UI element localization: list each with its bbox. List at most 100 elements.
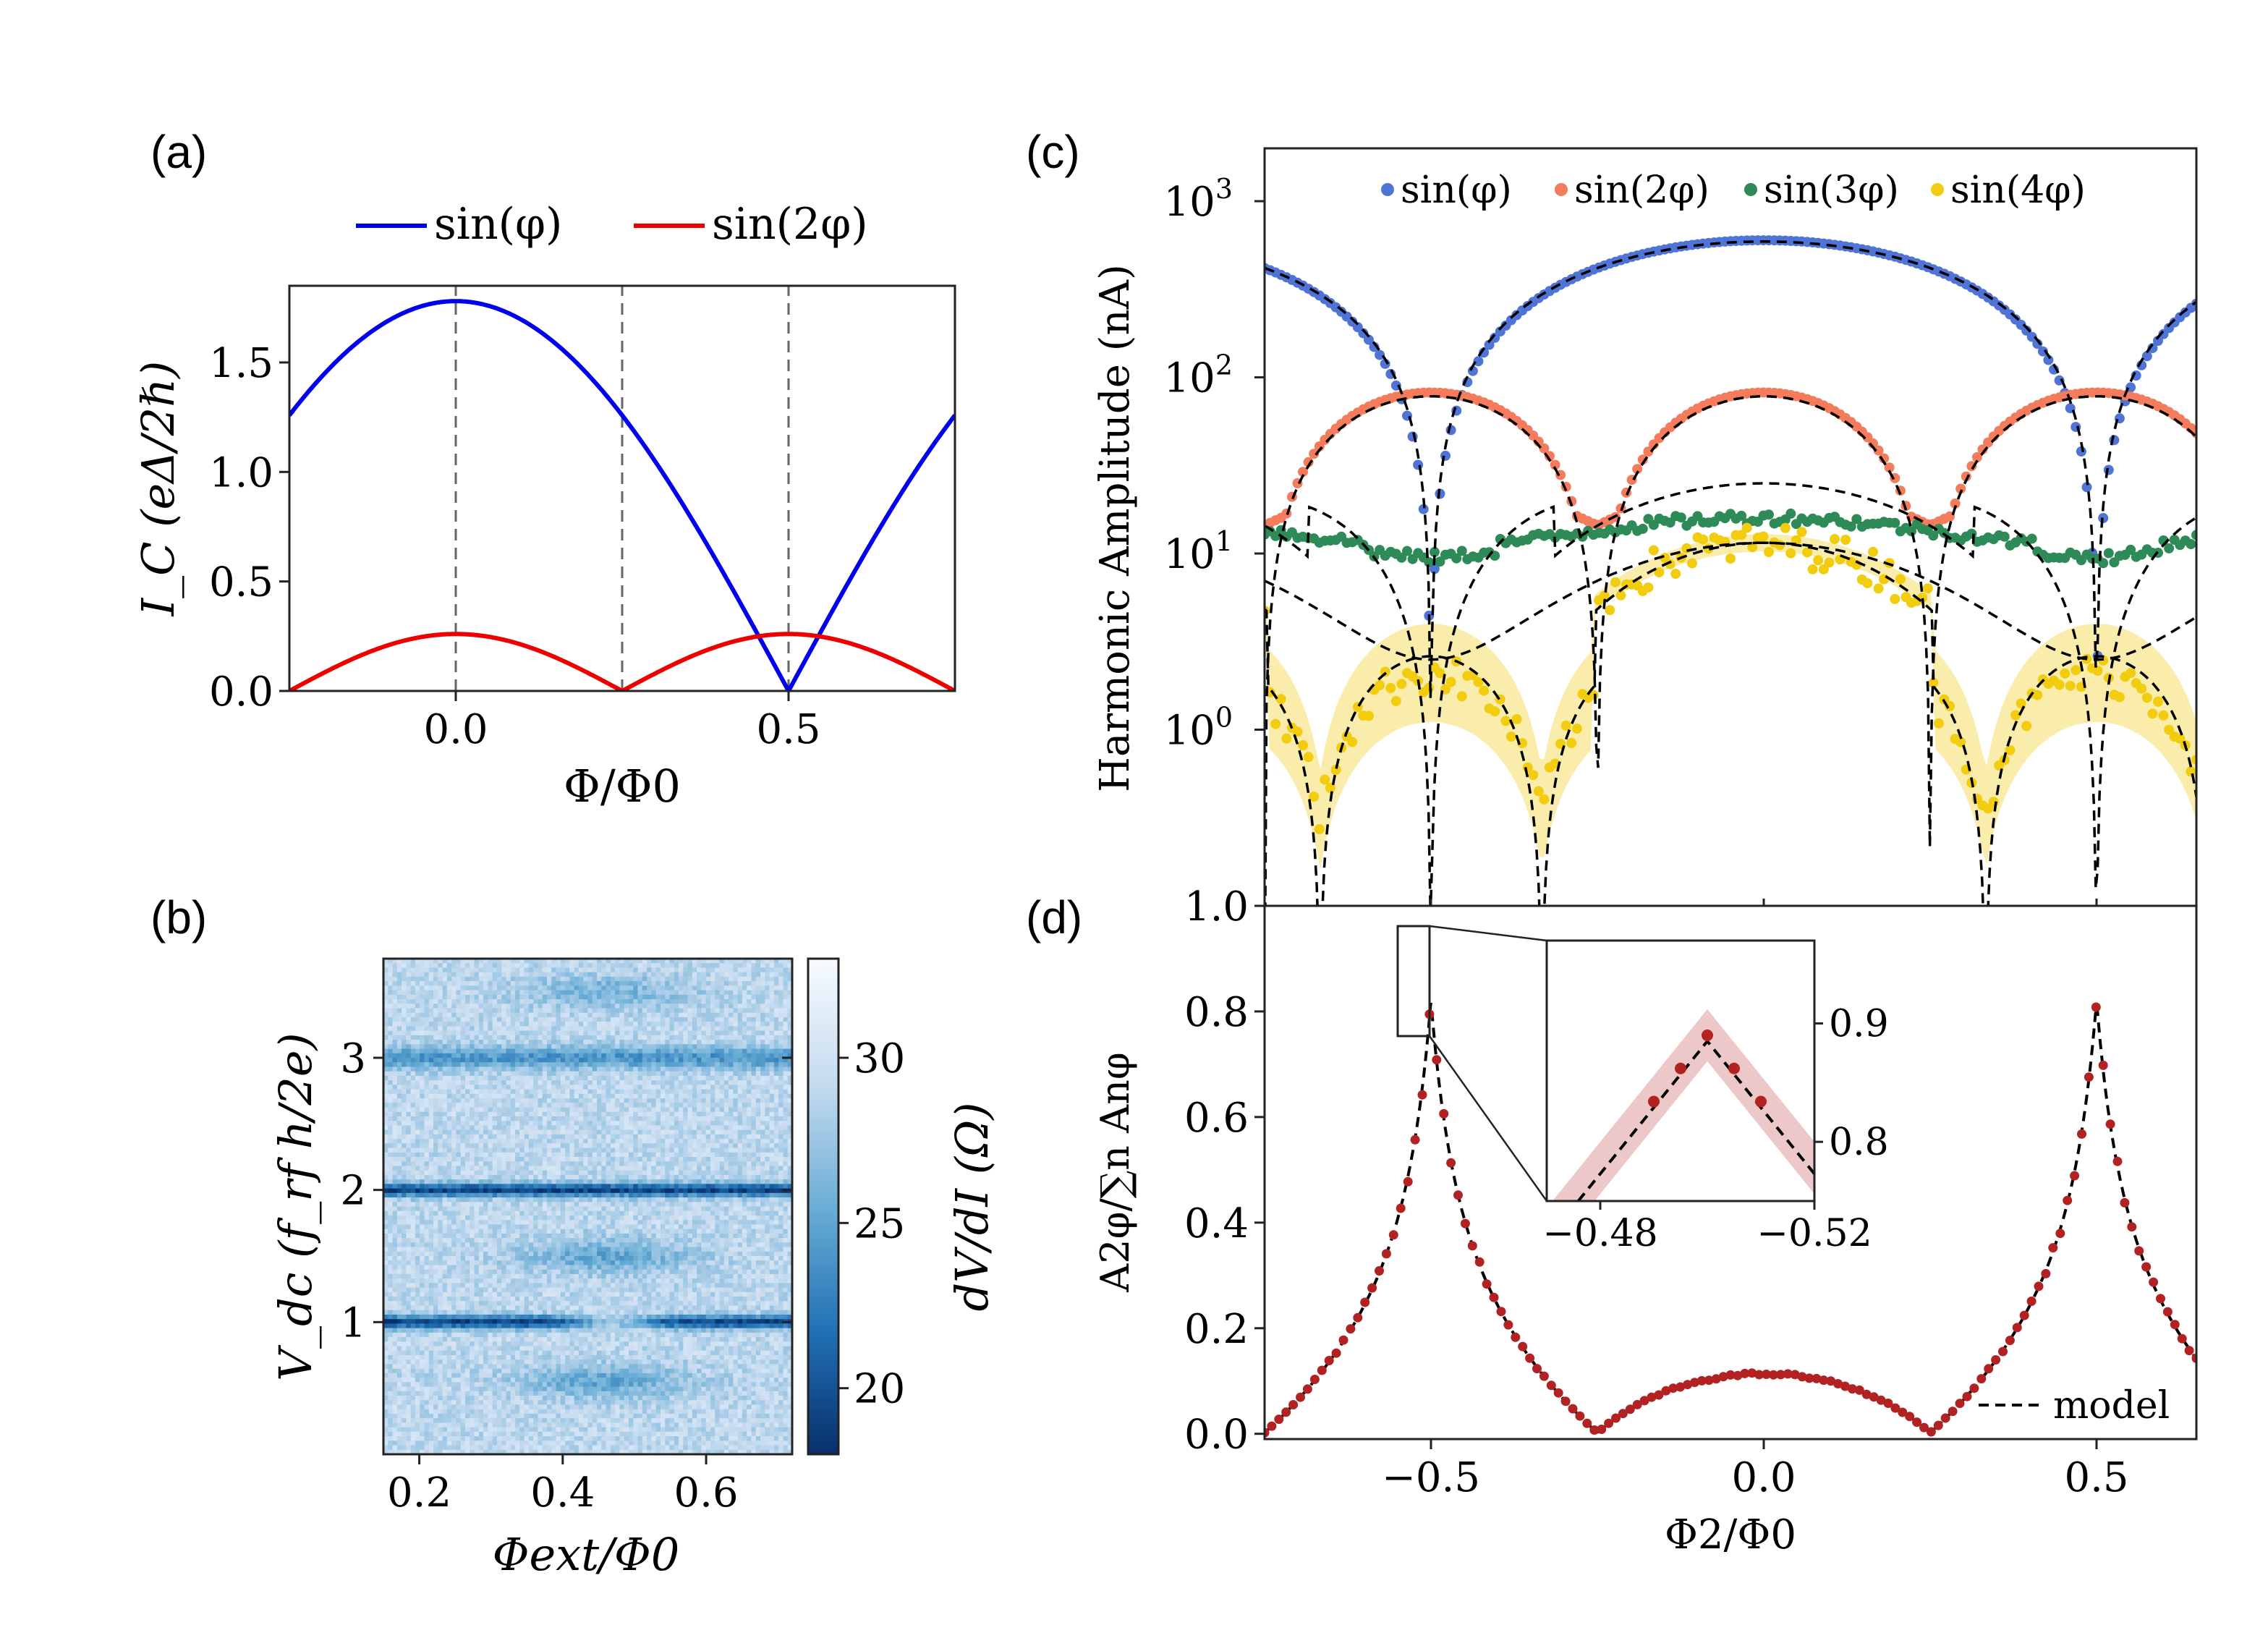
- heatmap-cell: [465, 1179, 470, 1184]
- heatmap-cell: [433, 963, 438, 969]
- heatmap-cell: [760, 1103, 765, 1108]
- heatmap-cell: [420, 1026, 425, 1032]
- heatmap-cell: [660, 1075, 666, 1081]
- heatmap-cell: [388, 1048, 394, 1054]
- heatmap-cell: [755, 1089, 761, 1095]
- heatmap-cell: [723, 1048, 729, 1054]
- heatmap-cell: [651, 1008, 657, 1014]
- heatmap-cell: [669, 1174, 675, 1180]
- heatmap-cell: [410, 1093, 416, 1099]
- heatmap-cell: [651, 1111, 657, 1117]
- heatmap-cell: [578, 1093, 584, 1099]
- heatmap-cell: [755, 1166, 761, 1171]
- heatmap-cell: [547, 994, 552, 1000]
- heatmap-cell: [533, 1147, 539, 1153]
- heatmap-cell: [560, 1129, 566, 1135]
- heatmap-cell: [402, 1035, 407, 1040]
- heatmap-cell: [496, 1179, 502, 1184]
- heatmap-cell: [765, 1103, 770, 1108]
- heatmap-cell: [560, 1157, 566, 1162]
- heatmap-cell: [773, 981, 779, 986]
- heatmap-cell: [729, 1134, 734, 1140]
- heatmap-cell: [778, 1116, 784, 1121]
- heatmap-cell: [538, 1170, 543, 1176]
- heatmap-cell: [710, 1129, 715, 1135]
- heatmap-cell: [769, 1008, 775, 1014]
- heatmap-cell: [665, 1017, 671, 1022]
- heatmap-cell: [665, 1066, 671, 1072]
- heatmap-cell: [478, 1066, 484, 1072]
- heatmap-cell: [415, 1080, 420, 1085]
- heatmap-cell: [669, 1053, 675, 1059]
- heatmap-cell: [410, 1170, 416, 1176]
- heatmap-cell: [755, 1111, 761, 1117]
- heatmap-cell: [483, 1179, 488, 1184]
- heatmap-cell: [547, 1129, 552, 1135]
- heatmap-cell: [510, 1134, 516, 1140]
- heatmap-cell: [402, 1075, 407, 1081]
- heatmap-cell: [542, 1071, 548, 1077]
- heatmap-cell: [446, 1192, 452, 1198]
- heatmap-cell: [501, 967, 507, 973]
- heatmap-cell: [697, 1129, 702, 1135]
- heatmap-cell: [410, 1103, 416, 1108]
- heatmap-cell: [651, 1053, 657, 1059]
- panel-a-label: (a): [150, 126, 207, 178]
- heatmap-cell: [446, 1134, 452, 1140]
- heatmap-cell: [538, 1075, 543, 1081]
- heatmap-cell: [501, 1134, 507, 1140]
- heatmap-cell: [396, 1103, 402, 1108]
- heatmap-cell: [446, 1080, 452, 1085]
- heatmap-cell: [751, 1017, 757, 1022]
- heatmap-cell: [560, 967, 566, 973]
- heatmap-cell: [665, 976, 671, 982]
- heatmap-cell: [679, 1048, 684, 1054]
- heatmap-cell: [715, 1053, 721, 1059]
- heatmap-cell: [674, 1089, 679, 1095]
- heatmap-cell: [551, 959, 557, 964]
- heatmap-cell: [674, 972, 679, 977]
- heatmap-cell: [629, 1116, 634, 1121]
- heatmap-cell: [701, 1192, 707, 1198]
- heatmap-cell: [510, 1085, 516, 1090]
- heatmap-cell: [606, 1192, 611, 1198]
- heatmap-cell: [533, 1157, 539, 1162]
- heatmap-cell: [474, 1157, 480, 1162]
- heatmap-cell: [692, 1053, 697, 1059]
- heatmap-cell: [388, 1030, 394, 1036]
- heatmap-cell: [515, 1184, 520, 1189]
- heatmap-cell: [683, 1116, 689, 1121]
- heatmap-cell: [723, 1121, 729, 1127]
- heatmap-cell: [415, 1075, 420, 1081]
- heatmap-cell: [542, 1058, 548, 1063]
- heatmap-cell: [769, 1058, 775, 1063]
- heatmap-cell: [451, 1174, 457, 1180]
- heatmap-cell: [402, 1085, 407, 1090]
- heatmap-cell: [679, 1170, 684, 1176]
- heatmap-cell: [692, 999, 697, 1004]
- heatmap-cell: [542, 1152, 548, 1158]
- heatmap-cell: [519, 1116, 525, 1121]
- heatmap-cell: [456, 1129, 462, 1135]
- heatmap-cell: [723, 1017, 729, 1022]
- heatmap-cell: [647, 1192, 652, 1198]
- heatmap-cell: [538, 985, 543, 991]
- heatmap-cell: [655, 1008, 661, 1014]
- heatmap-cell: [719, 1030, 725, 1036]
- heatmap-cell: [501, 1125, 507, 1131]
- heatmap-cell: [415, 1129, 420, 1135]
- heatmap-cell: [747, 1071, 752, 1077]
- heatmap-cell: [574, 1188, 579, 1194]
- heatmap-cell: [769, 1053, 775, 1059]
- heatmap-cell: [601, 1143, 607, 1149]
- heatmap-cell: [610, 1143, 616, 1149]
- heatmap-cell: [665, 1008, 671, 1014]
- heatmap-cell: [565, 1184, 570, 1189]
- heatmap-cell: [392, 1184, 398, 1189]
- heatmap-cell: [424, 1202, 430, 1208]
- heatmap-cell: [406, 967, 412, 973]
- heatmap-cell: [483, 1040, 488, 1045]
- heatmap-cell: [701, 990, 707, 996]
- heatmap-cell: [474, 1184, 480, 1189]
- heatmap-cell: [406, 1129, 412, 1135]
